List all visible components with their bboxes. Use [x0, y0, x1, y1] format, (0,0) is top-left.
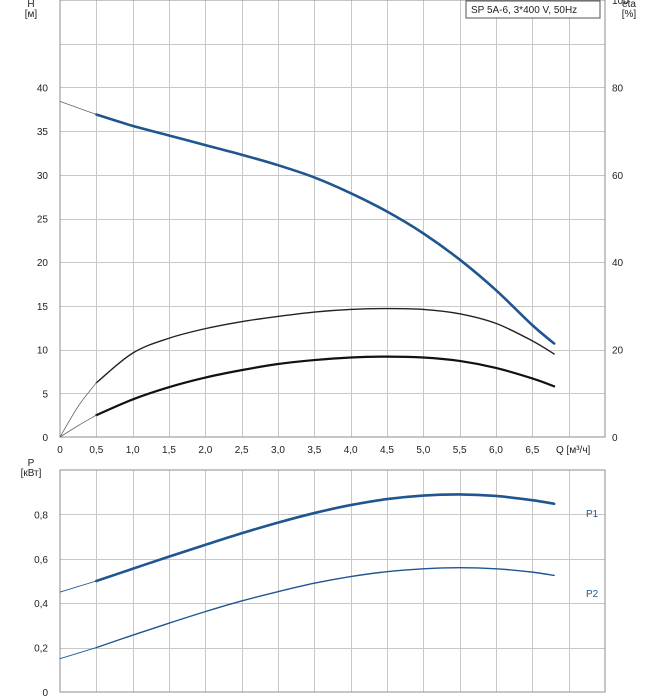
- x-tick-label: 3,0: [271, 445, 285, 456]
- top-series-line-3: [59, 100, 97, 115]
- bottom-series-line-1: [95, 566, 555, 649]
- x-tick-label: 5,0: [416, 445, 430, 456]
- top-chart-grid: [60, 0, 605, 437]
- y-tick-label: 25: [37, 215, 49, 226]
- bottom-chart-series: [59, 493, 556, 660]
- top-chart-series: [59, 100, 556, 438]
- y-tick-label: 30: [37, 171, 49, 182]
- right-y-tick-label: 100: [612, 0, 629, 7]
- x-tick-label: 3,5: [307, 445, 321, 456]
- top-series-line-5: [59, 414, 97, 438]
- chart-title: SP 5A-6, 3*400 V, 50Hz: [471, 5, 577, 16]
- y-tick-label: 40: [37, 83, 49, 94]
- x-tick-label: 1,5: [162, 445, 176, 456]
- bottom-y-tick-label: 0,6: [34, 555, 48, 566]
- x-tick-label: 2,0: [198, 445, 212, 456]
- right-y-tick-label: 20: [612, 346, 624, 357]
- top-series-line-4: [59, 382, 97, 438]
- bottom-y-tick-label: 0,4: [34, 599, 48, 610]
- top-right-axis-label: eta [%]: [622, 0, 637, 20]
- bottom-y-tick-label: 0,8: [34, 510, 48, 521]
- x-tick-label: 0,5: [89, 445, 103, 456]
- x-tick-label: 2,5: [235, 445, 249, 456]
- right-y-tick-label: 80: [612, 83, 624, 94]
- bottom-chart-grid: [60, 470, 605, 692]
- y-tick-label: 10: [37, 346, 49, 357]
- right-y-tick-label: 60: [612, 171, 624, 182]
- series-label-p1: P1: [586, 509, 599, 520]
- right-y-tick-label: 0: [612, 433, 618, 444]
- x-tick-label: 4,0: [344, 445, 358, 456]
- bottom-chart-tick-labels: 0 0,2 0,4 0,6 0,8: [34, 510, 48, 699]
- top-plot-frame: [59, 0, 606, 438]
- top-chart-tick-labels: 0 0,5 1,0 1,5 2,0 2,5 3,0 3,5 4,0 4,5 5,0 5,5 6,0 6,5…: [37, 0, 629, 456]
- top-y-axis-label: H [м]: [25, 0, 38, 20]
- x-axis-label: Q [м³/ч]: [556, 445, 591, 456]
- top-series-line-2: [95, 355, 556, 417]
- y-tick-label: 20: [37, 258, 49, 269]
- bottom-y-tick-label: 0: [42, 688, 48, 699]
- right-y-tick-label: 40: [612, 258, 624, 269]
- x-tick-label: 0: [57, 445, 63, 456]
- x-tick-label: 5,5: [453, 445, 467, 456]
- y-tick-label: 35: [37, 127, 49, 138]
- top-series-line-0: [95, 113, 556, 345]
- bottom-series-line-2: [59, 580, 97, 593]
- bottom-series-line-0: [95, 493, 556, 583]
- x-tick-label: 1,0: [126, 445, 140, 456]
- bottom-y-axis-label: P [кВт]: [21, 458, 42, 479]
- x-tick-label: 6,0: [489, 445, 503, 456]
- chart-title-box: [465, 0, 601, 19]
- top-series-line-1: [95, 307, 555, 384]
- bottom-y-tick-label: 0,2: [34, 644, 48, 655]
- x-tick-label: 4,5: [380, 445, 394, 456]
- y-tick-label: 5: [42, 389, 48, 400]
- series-label-p2: P2: [586, 589, 599, 600]
- x-tick-label: 6,5: [525, 445, 539, 456]
- y-tick-label: 15: [37, 302, 49, 313]
- bottom-series-line-3: [59, 647, 97, 660]
- y-tick-label: 0: [42, 433, 48, 444]
- bottom-plot-frame: [59, 469, 606, 693]
